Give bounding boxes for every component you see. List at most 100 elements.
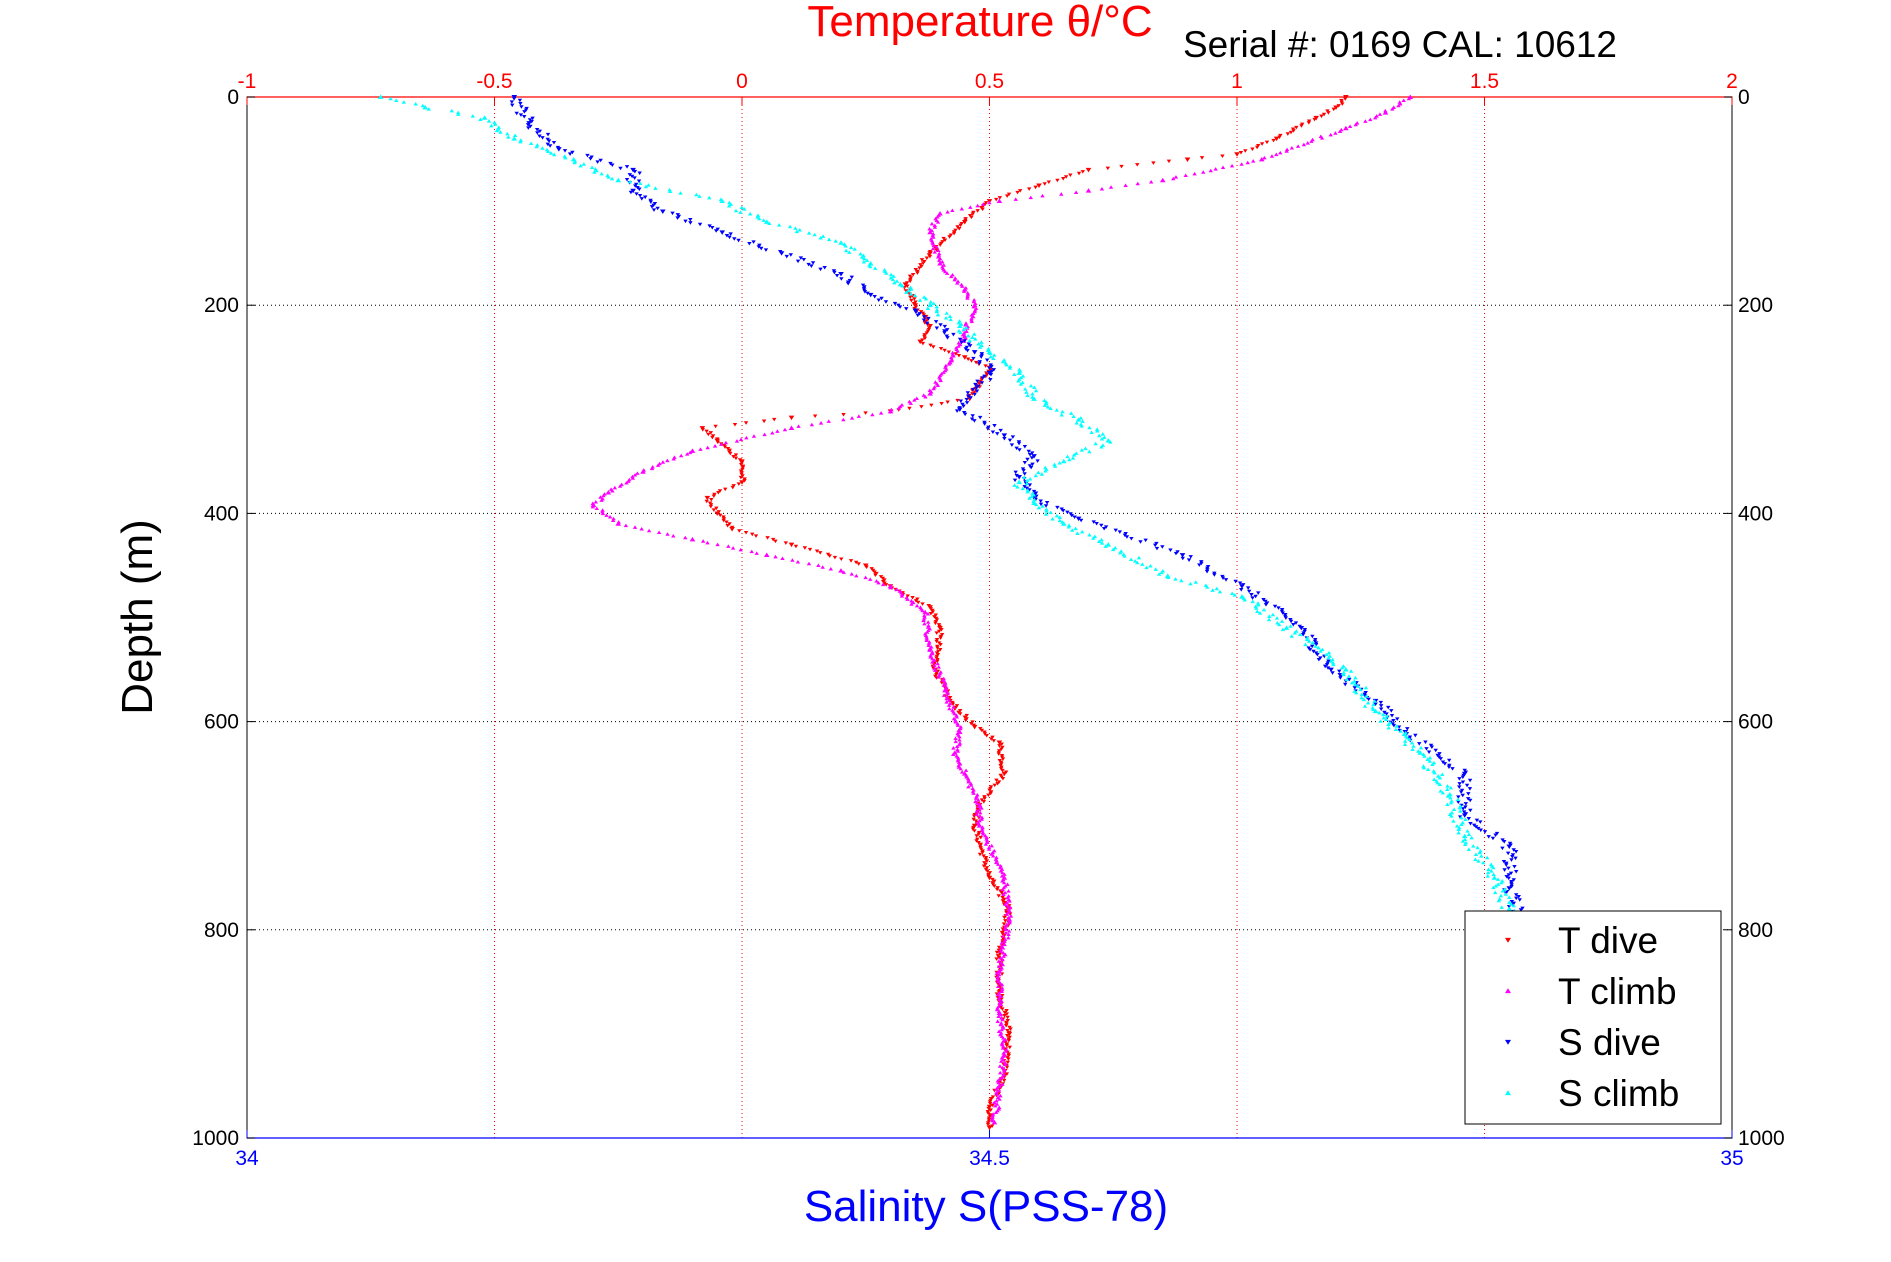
data-point [1128,557,1134,561]
data-point [1283,616,1289,620]
data-point [1514,893,1519,897]
data-point [843,248,849,253]
data-point [935,255,941,259]
data-point [955,755,961,760]
data-point [547,144,553,148]
data-point [635,471,640,475]
data-point [1381,715,1387,720]
data-point [930,246,936,251]
data-point [1391,718,1396,723]
data-point [1489,869,1494,873]
data-point [730,546,736,550]
data-point [1353,122,1358,127]
data-point [518,139,523,144]
data-point [1119,164,1124,169]
data-point [820,234,826,238]
data-point [1490,836,1496,841]
data-point [984,358,990,363]
data-point [1328,667,1334,673]
data-point [913,599,919,603]
data-point [718,197,724,202]
data-point [904,307,909,311]
data-point [992,884,997,888]
data-point [1004,1012,1010,1016]
data-point [980,825,985,829]
data-point [727,235,732,240]
data-point [1012,478,1018,483]
data-point [1326,655,1331,660]
data-point [1341,670,1346,675]
data-point [996,1029,1002,1033]
data-point [942,331,947,335]
data-point [736,482,742,486]
data-point [945,328,950,332]
data-point [738,210,743,214]
data-point [958,330,963,335]
data-point [1269,154,1275,158]
data-point [1499,880,1504,885]
data-point [954,715,960,719]
data-point [996,964,1002,968]
data-point [879,296,884,301]
data-point [1463,805,1468,809]
data-point [782,427,788,432]
data-point [1464,783,1470,788]
data-point [988,1108,993,1112]
data-point [1004,194,1010,198]
data-point [870,412,875,417]
data-point [1000,777,1006,781]
data-point [853,560,859,565]
data-point [1002,1010,1007,1015]
data-point [1140,562,1145,566]
data-point [1004,900,1010,905]
data-point [1373,702,1378,707]
data-point [954,744,960,748]
data-point [555,145,561,150]
data-point [940,259,945,264]
data-point [1289,634,1294,638]
data-point [964,401,970,405]
data-point [905,284,910,288]
data-point [788,253,794,257]
data-point [718,442,724,446]
data-point [1148,564,1153,568]
data-point [1101,527,1107,531]
data-point [518,113,524,117]
data-point [1043,504,1049,508]
data-point [1033,388,1039,393]
data-point [996,955,1002,960]
data-point [1423,740,1428,744]
data-point [1073,526,1078,531]
data-point [518,101,523,106]
data-point [999,982,1005,987]
data-point [630,476,635,480]
data-point [683,535,688,540]
data-point [982,796,987,801]
data-point [632,472,638,477]
data-point [1133,559,1138,563]
data-point [968,783,974,787]
data-point [470,114,476,118]
data-point [923,296,929,301]
data-point [1234,152,1240,157]
data-point [1389,709,1394,713]
data-point [1468,798,1473,803]
data-point [933,621,938,626]
data-point [951,332,956,337]
data-point [888,272,894,277]
data-point [968,396,973,400]
data-point [994,971,1000,975]
data-point [930,656,935,661]
data-point [1337,129,1343,134]
data-point [455,112,461,116]
data-point [826,237,832,242]
data-point [1008,1027,1013,1031]
data-point [958,399,964,403]
data-point [667,189,673,194]
data-point [1143,538,1148,543]
data-point [1378,700,1384,705]
data-point [1416,749,1421,753]
data-point [990,430,996,435]
data-point [1331,107,1336,112]
data-point [995,992,1001,997]
